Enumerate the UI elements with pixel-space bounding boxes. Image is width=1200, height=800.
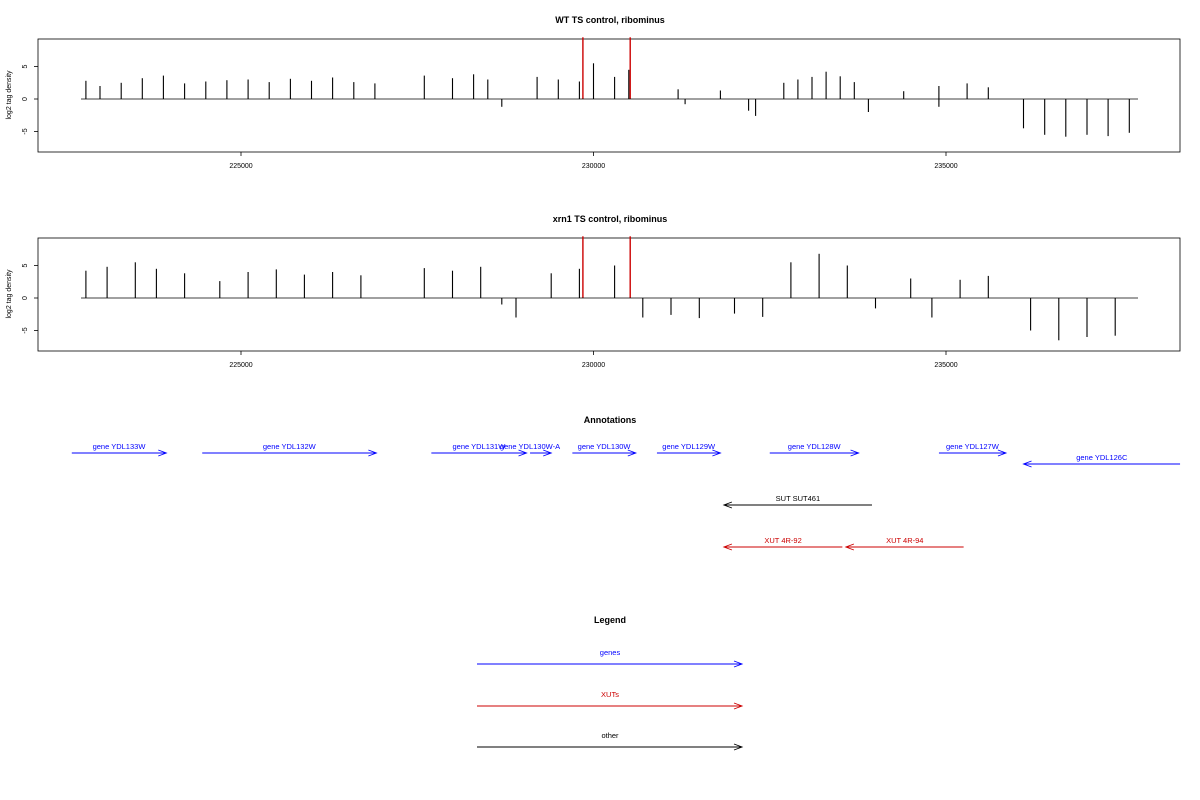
wt-y-axis-label: log2 tag density: [6, 70, 13, 120]
wt-bars: [85, 37, 1130, 137]
annotation-arrowhead: [712, 449, 722, 457]
xrn1-y-tick-label: 0: [22, 296, 29, 300]
annotation-label: gene YDL132W: [263, 442, 317, 451]
xrn1-bars: [85, 236, 1116, 341]
xrn1-axes: 225000 230000 235000 -5 0 5: [22, 263, 958, 369]
legend-arrowhead: [733, 743, 744, 751]
annotation-arrowhead: [722, 501, 733, 509]
annotation-feature: gene YDL128W: [769, 442, 860, 457]
wt-y-tick-label: 5: [22, 64, 29, 68]
annotation-arrowhead: [627, 449, 638, 457]
wt-plot-frame: [37, 38, 1181, 153]
annotation-track: Annotations gene YDL133W gene YDL132W gene…: [71, 415, 1181, 551]
annotation-feature: gene YDL133W: [71, 442, 168, 457]
annotation-label: gene YDL130W-A: [500, 442, 560, 451]
annotation-arrowhead: [368, 449, 378, 457]
annotation-arrowhead: [722, 543, 733, 551]
wt-panel-title: WT TS control, ribominus: [555, 15, 665, 25]
annotation-feature: gene YDL132W: [202, 442, 378, 457]
annotation-label: gene YDL130W: [578, 442, 632, 451]
xrn1-coverage-panel: xrn1 TS control, ribominus 225000 230000 2…: [6, 214, 1181, 369]
annotation-arrowhead: [844, 543, 855, 551]
annotation-feature: gene YDL130W-A: [500, 442, 560, 457]
xrn1-y-tick-label: -5: [22, 327, 29, 333]
annotation-arrowhead: [850, 449, 860, 457]
wt-y-tick-label: -5: [22, 128, 29, 134]
xrn1-x-tick-label: 225000: [229, 362, 252, 369]
annotation-feature: gene YDL131W: [431, 442, 528, 457]
annotation-feature: gene YDL130W: [572, 442, 638, 457]
annotation-feature: XUT 4R-92: [722, 536, 843, 551]
legend-item: XUTs: [477, 690, 744, 710]
annotation-arrowhead: [1022, 460, 1032, 468]
annotations-title: Annotations: [584, 415, 637, 425]
xrn1-plot-frame: [37, 237, 1181, 352]
annotation-label: SUT SUT461: [776, 494, 820, 503]
xrn1-y-tick-label: 5: [22, 263, 29, 267]
annotation-feature: gene YDL126C: [1022, 453, 1181, 468]
annotation-feature: SUT SUT461: [722, 494, 872, 509]
annotation-arrowhead: [158, 449, 168, 457]
xrn1-panel-title: xrn1 TS control, ribominus: [553, 214, 668, 224]
legend-label: XUTs: [601, 690, 619, 699]
annotation-feature: gene YDL127W: [938, 442, 1008, 457]
annotation-feature: XUT 4R-94: [844, 536, 964, 551]
annotation-label: XUT 4R-92: [764, 536, 801, 545]
legend-label: other: [601, 731, 619, 740]
annotation-label: gene YDL129W: [662, 442, 716, 451]
xrn1-y-axis-label: log2 tag density: [6, 269, 13, 319]
wt-axes: 225000 230000 235000 -5 0 5: [22, 64, 958, 170]
annotation-label: gene YDL127W: [946, 442, 1000, 451]
legend-title: Legend: [594, 615, 626, 625]
xrn1-x-tick-label: 230000: [582, 362, 605, 369]
annotation-label: gene YDL133W: [93, 442, 147, 451]
annotation-label: gene YDL131W: [452, 442, 506, 451]
annotation-label: gene YDL128W: [788, 442, 842, 451]
legend-item: genes: [477, 648, 744, 668]
xrn1-x-tick-label: 235000: [934, 362, 957, 369]
legend-arrowhead: [733, 702, 744, 710]
annotation-label: XUT 4R-94: [886, 536, 923, 545]
wt-coverage-panel: WT TS control, ribominus 225000 230000 235…: [6, 15, 1181, 170]
legend-item: other: [477, 731, 744, 751]
annotation-label: gene YDL126C: [1076, 453, 1128, 462]
wt-y-tick-label: 0: [22, 97, 29, 101]
legend: Legend genes XUTs other: [477, 615, 744, 751]
annotation-arrowhead: [543, 449, 553, 457]
legend-label: genes: [600, 648, 621, 657]
wt-x-tick-label: 230000: [582, 163, 605, 170]
wt-x-tick-label: 235000: [934, 163, 957, 170]
wt-x-tick-label: 225000: [229, 163, 252, 170]
annotation-arrowhead: [518, 449, 528, 457]
annotation-arrowhead: [997, 449, 1008, 457]
annotation-feature: gene YDL129W: [656, 442, 722, 457]
legend-arrowhead: [733, 660, 744, 668]
